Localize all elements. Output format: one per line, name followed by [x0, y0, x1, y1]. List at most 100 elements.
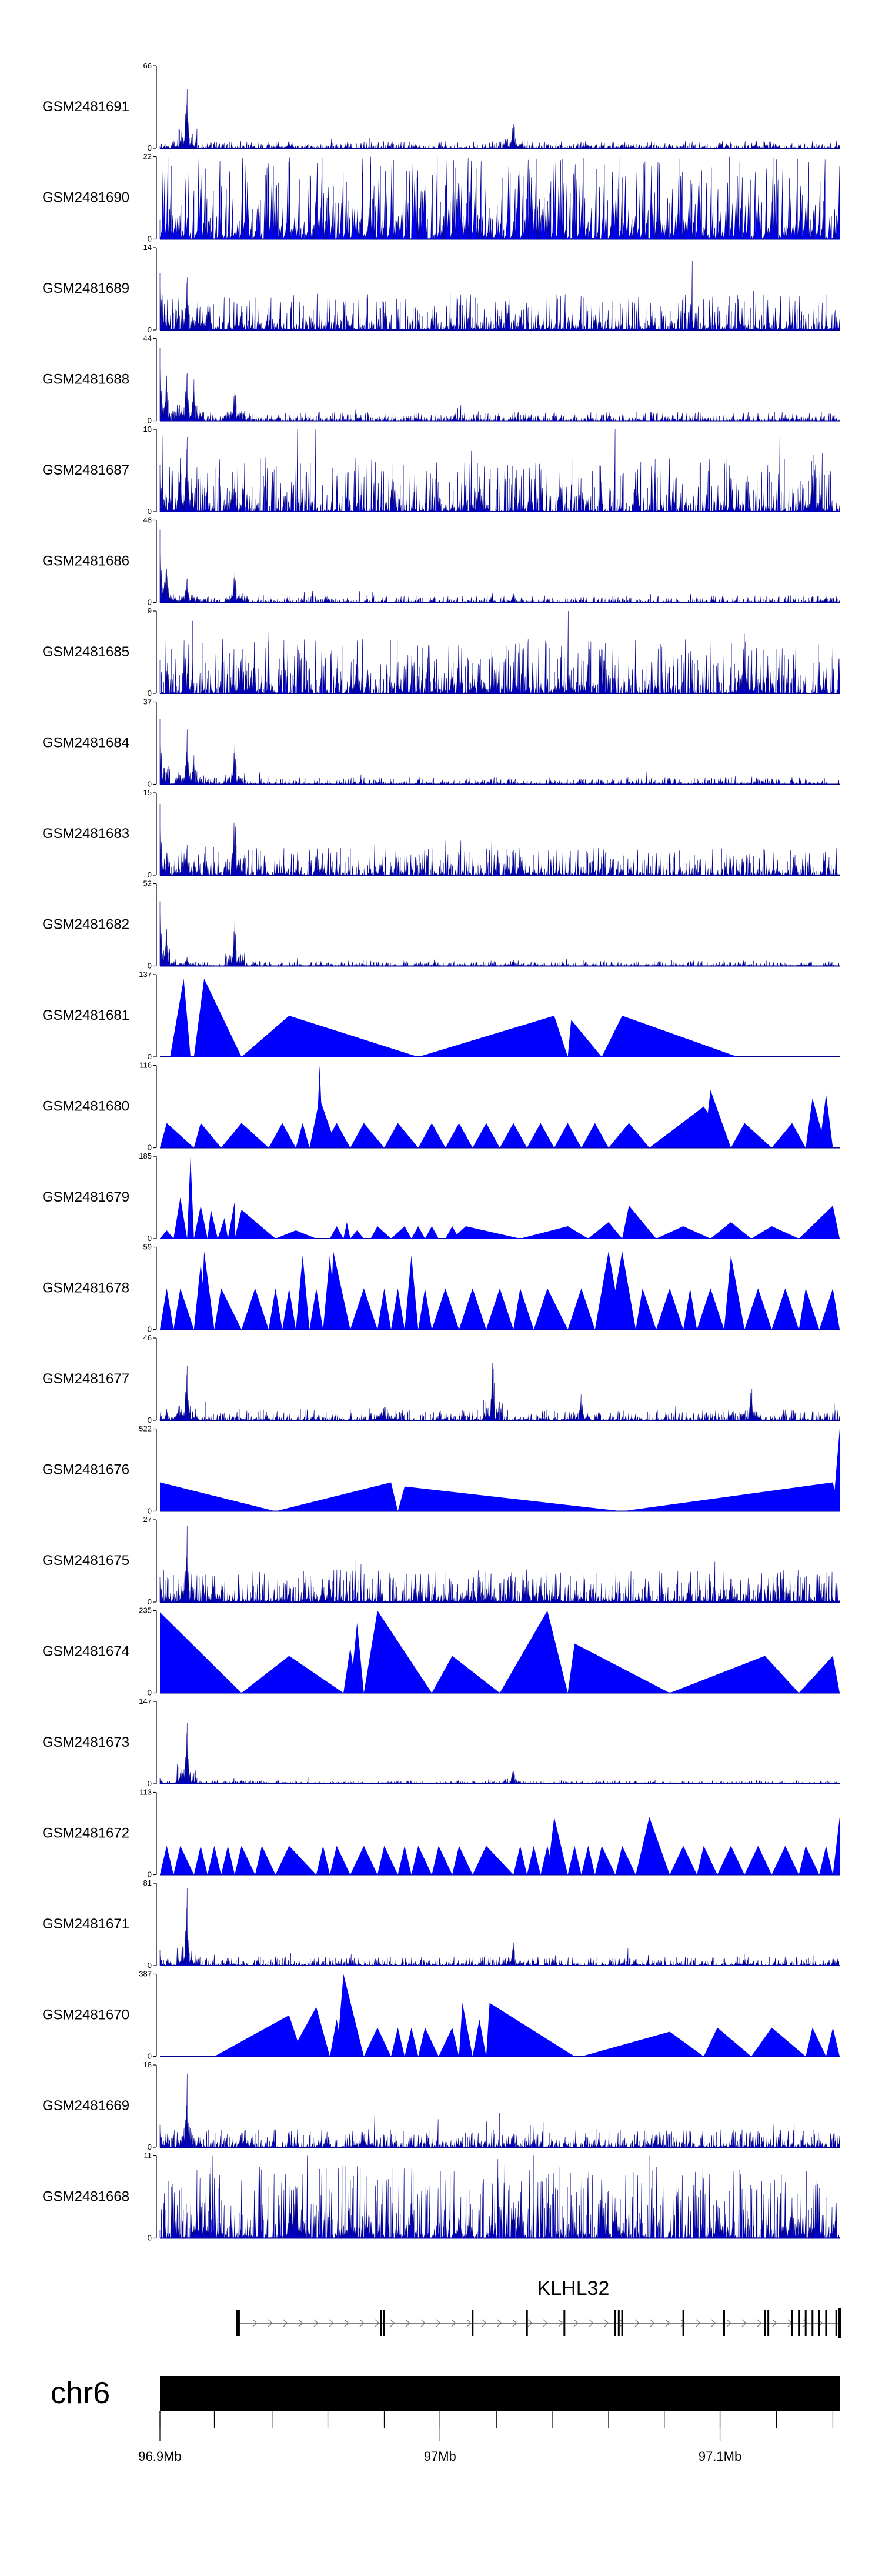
signal-peak — [377, 1288, 392, 1330]
signal-peak — [554, 1123, 582, 1148]
signal-peak — [819, 1094, 833, 1148]
signal-peak — [316, 1846, 330, 1875]
track-label: GSM2481672 — [42, 1826, 129, 1841]
y-min-label: 0 — [148, 144, 152, 152]
track-label: GSM2481688 — [42, 372, 129, 388]
track-label: GSM2481691 — [42, 99, 129, 115]
track-GSM2481691: GSM2481691 66 0 — [42, 61, 840, 152]
y-max-label: 66 — [143, 61, 152, 70]
y-max-label: 46 — [143, 1333, 152, 1342]
signal-peak — [636, 1288, 656, 1330]
strand-arrow — [573, 2319, 579, 2327]
y-min-label: 0 — [148, 962, 152, 970]
y-min-label: 0 — [148, 1234, 152, 1243]
y-min-label: 0 — [148, 1779, 152, 1788]
signal-peak — [235, 1210, 276, 1239]
track-label: GSM2481684 — [42, 735, 129, 751]
strand-arrow — [527, 2319, 533, 2327]
track-label: GSM2481682 — [42, 917, 129, 933]
signal-peak — [459, 1288, 486, 1330]
signal-peak — [472, 1123, 500, 1148]
signal-peak — [309, 1288, 323, 1330]
signal-peak — [336, 1974, 364, 2057]
y-min-label: 0 — [148, 1143, 152, 1152]
y-max-label: 52 — [143, 879, 152, 888]
signal-peak — [432, 1656, 500, 1693]
signal-peak — [717, 1846, 745, 1875]
signal-peak — [533, 1288, 568, 1330]
gene-exon — [614, 2310, 617, 2336]
signal-peak — [622, 1206, 656, 1239]
signal-peak — [520, 1226, 589, 1239]
signal-peak — [363, 2027, 392, 2057]
strand-arrow — [283, 2319, 288, 2327]
y-max-label: 11 — [144, 2151, 152, 2160]
signal-peak — [350, 1846, 377, 1875]
signal-peak — [486, 1288, 514, 1330]
y-min-label: 0 — [148, 1597, 152, 1606]
y-max-label: 113 — [139, 1788, 152, 1797]
y-max-label: 10 — [143, 425, 152, 433]
signal-peak — [275, 1482, 398, 1511]
signal-peak — [581, 1123, 609, 1148]
signal-peak — [391, 1288, 405, 1330]
signal-peak — [588, 1222, 623, 1239]
track-GSM2481679: GSM2481679 185 0 — [42, 1152, 840, 1243]
track-GSM2481678: GSM2481678 59 0 — [42, 1243, 840, 1334]
y-max-label: 27 — [143, 1515, 152, 1524]
signal-peak — [193, 1206, 208, 1239]
signal-peak — [296, 1255, 310, 1330]
strand-arrow — [451, 2319, 456, 2327]
y-min-label: 0 — [148, 689, 152, 698]
signal-area — [159, 261, 840, 331]
signal-peak — [656, 1288, 684, 1330]
signal-peak — [296, 1123, 310, 1148]
track-label: GSM2481681 — [42, 1007, 129, 1023]
strand-arrow — [589, 2319, 594, 2327]
strand-arrow — [482, 2319, 487, 2327]
signal-peak — [207, 1846, 222, 1875]
signal-peak — [350, 1123, 385, 1148]
strand-arrow — [329, 2319, 334, 2327]
gene-exon — [526, 2310, 528, 2336]
track-GSM2481674: GSM2481674 235 0 — [42, 1606, 840, 1697]
x-tick-label: 97Mb — [424, 2449, 456, 2464]
signal-peak — [472, 1846, 514, 1875]
gene-exon — [383, 2310, 385, 2336]
gene-exon — [764, 2310, 766, 2336]
strand-arrow — [696, 2319, 701, 2327]
signal-area — [159, 2073, 840, 2148]
y-min-label: 0 — [148, 1416, 152, 1424]
signal-peak — [391, 1226, 412, 1239]
signal-peak — [282, 1288, 296, 1330]
strand-arrow — [803, 2319, 808, 2327]
signal-area — [159, 1525, 840, 1603]
track-GSM2481690: GSM2481690 22 0 — [42, 152, 840, 243]
signal-peak — [207, 1210, 218, 1239]
signal-peak — [445, 1226, 459, 1239]
y-min-label: 0 — [148, 1052, 152, 1061]
signal-area — [159, 529, 840, 603]
y-max-label: 9 — [148, 606, 152, 615]
signal-peak — [160, 1123, 194, 1148]
y-min-label: 0 — [148, 325, 152, 334]
y-min-label: 0 — [148, 1325, 152, 1334]
signal-peak — [594, 1846, 616, 1875]
signal-peak — [581, 1846, 595, 1875]
signal-peak — [221, 1123, 269, 1148]
signal-peak — [241, 1016, 419, 1057]
signal-peak — [771, 1846, 799, 1875]
signal-peak — [432, 1846, 453, 1875]
signal-peak — [567, 1643, 670, 1693]
gene-exon — [804, 2310, 807, 2336]
gene-exon — [380, 2310, 382, 2336]
signal-area — [159, 89, 840, 149]
signal-peak — [819, 1846, 833, 1875]
track-label: GSM2481668 — [42, 2189, 129, 2205]
signal-area — [159, 1723, 840, 1785]
signal-peak — [173, 1197, 188, 1239]
signal-peak — [656, 1226, 711, 1239]
track-label: GSM2481689 — [42, 281, 129, 296]
signal-peak — [567, 1846, 582, 1875]
signal-peak — [275, 1230, 316, 1239]
